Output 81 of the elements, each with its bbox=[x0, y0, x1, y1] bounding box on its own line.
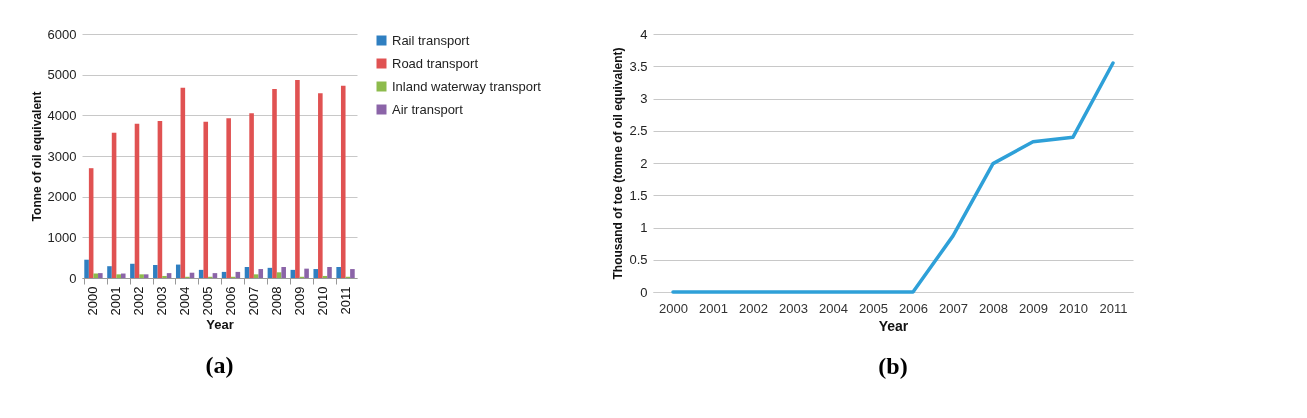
legend-label: Rail transport bbox=[392, 32, 470, 48]
bar bbox=[130, 263, 135, 278]
bar bbox=[116, 274, 121, 278]
x-tick-label: 2006 bbox=[222, 286, 238, 316]
legend-label: Air transport bbox=[392, 101, 464, 117]
x-tick-label: 2005 bbox=[859, 300, 888, 316]
y-tick-label: 1 bbox=[640, 220, 648, 235]
y-tick-label: 2000 bbox=[47, 189, 77, 205]
x-tick-label: 2011 bbox=[337, 286, 353, 315]
x-tick-label: 2004 bbox=[177, 286, 193, 316]
y-tick-label: 6000 bbox=[47, 26, 77, 42]
bar bbox=[175, 264, 181, 278]
y-tick-label: 0 bbox=[640, 284, 648, 300]
y-tick-label: 2 bbox=[640, 155, 648, 171]
bar bbox=[318, 93, 323, 278]
bar bbox=[304, 268, 309, 278]
bar bbox=[276, 272, 282, 278]
y-tick-label: 3.5 bbox=[629, 58, 648, 74]
bar bbox=[98, 273, 103, 278]
bar bbox=[327, 267, 332, 278]
y-tick-label: 2.5 bbox=[629, 123, 648, 139]
bar bbox=[139, 274, 144, 278]
x-axis-title: Year bbox=[206, 317, 234, 333]
x-tick-label: 2009 bbox=[291, 286, 307, 316]
bar bbox=[153, 264, 158, 278]
x-axis-title: Year bbox=[878, 317, 909, 334]
bar bbox=[272, 88, 277, 278]
bar bbox=[212, 273, 218, 278]
x-tick-label: 2007 bbox=[939, 300, 968, 316]
bar bbox=[295, 79, 300, 278]
text: (b) bbox=[878, 353, 908, 379]
x-tick-label: 2009 bbox=[1019, 300, 1048, 316]
y-tick-label: 3 bbox=[640, 91, 648, 106]
x-tick-label: 2010 bbox=[314, 286, 330, 316]
text: (a) bbox=[205, 351, 234, 378]
bar bbox=[120, 273, 126, 278]
y-tick-label: 0.5 bbox=[629, 252, 648, 268]
bar bbox=[107, 266, 112, 278]
y-tick-label: 1000 bbox=[47, 229, 77, 245]
bar bbox=[226, 118, 231, 278]
bar bbox=[258, 269, 264, 278]
x-tick-label: 2008 bbox=[979, 300, 1008, 316]
x-tick-label: 2001 bbox=[108, 286, 124, 316]
x-tick-label: 2004 bbox=[819, 300, 848, 316]
bar bbox=[84, 259, 89, 278]
y-tick-label: 4 bbox=[640, 26, 648, 42]
legend-label: Inland waterway transport bbox=[392, 78, 542, 94]
bar bbox=[162, 275, 167, 278]
bar bbox=[350, 269, 355, 278]
x-tick-label: 2006 bbox=[899, 300, 928, 316]
x-tick-label: 2001 bbox=[699, 300, 728, 316]
bar bbox=[336, 267, 341, 278]
bar bbox=[253, 274, 259, 278]
y-axis-title: Thousand of toe (tonne of oil equivalent) bbox=[611, 47, 626, 280]
x-tick-label: 2010 bbox=[1059, 300, 1088, 316]
x-tick-label: 2003 bbox=[779, 300, 808, 316]
line-series bbox=[671, 61, 1115, 294]
bar bbox=[281, 267, 286, 278]
y-axis-title: Tonne of oil equivalent bbox=[29, 91, 44, 222]
bar bbox=[166, 273, 172, 278]
legend-label: Road transport bbox=[392, 55, 479, 71]
x-tick-label: 2008 bbox=[268, 286, 284, 316]
y-tick-label: 1.5 bbox=[629, 187, 648, 203]
x-tick-label: 2005 bbox=[200, 286, 216, 316]
bar bbox=[203, 121, 209, 278]
y-tick-label: 3000 bbox=[47, 148, 77, 164]
x-tick-label: 2000 bbox=[85, 286, 101, 316]
bar bbox=[340, 85, 346, 278]
y-tick-label: 4000 bbox=[47, 107, 77, 123]
bar bbox=[249, 113, 254, 278]
y-tick-label: 0 bbox=[69, 270, 77, 286]
x-tick-label: 2007 bbox=[245, 286, 261, 316]
bar bbox=[93, 273, 99, 278]
bar bbox=[143, 274, 149, 278]
x-tick-label: 2002 bbox=[739, 300, 768, 316]
bar bbox=[313, 269, 319, 278]
x-tick-label: 2002 bbox=[131, 286, 147, 316]
y-tick-label: 5000 bbox=[47, 67, 77, 83]
x-tick-label: 2000 bbox=[659, 300, 688, 316]
x-tick-label: 2003 bbox=[154, 286, 170, 316]
x-tick-label: 2011 bbox=[1099, 300, 1128, 316]
